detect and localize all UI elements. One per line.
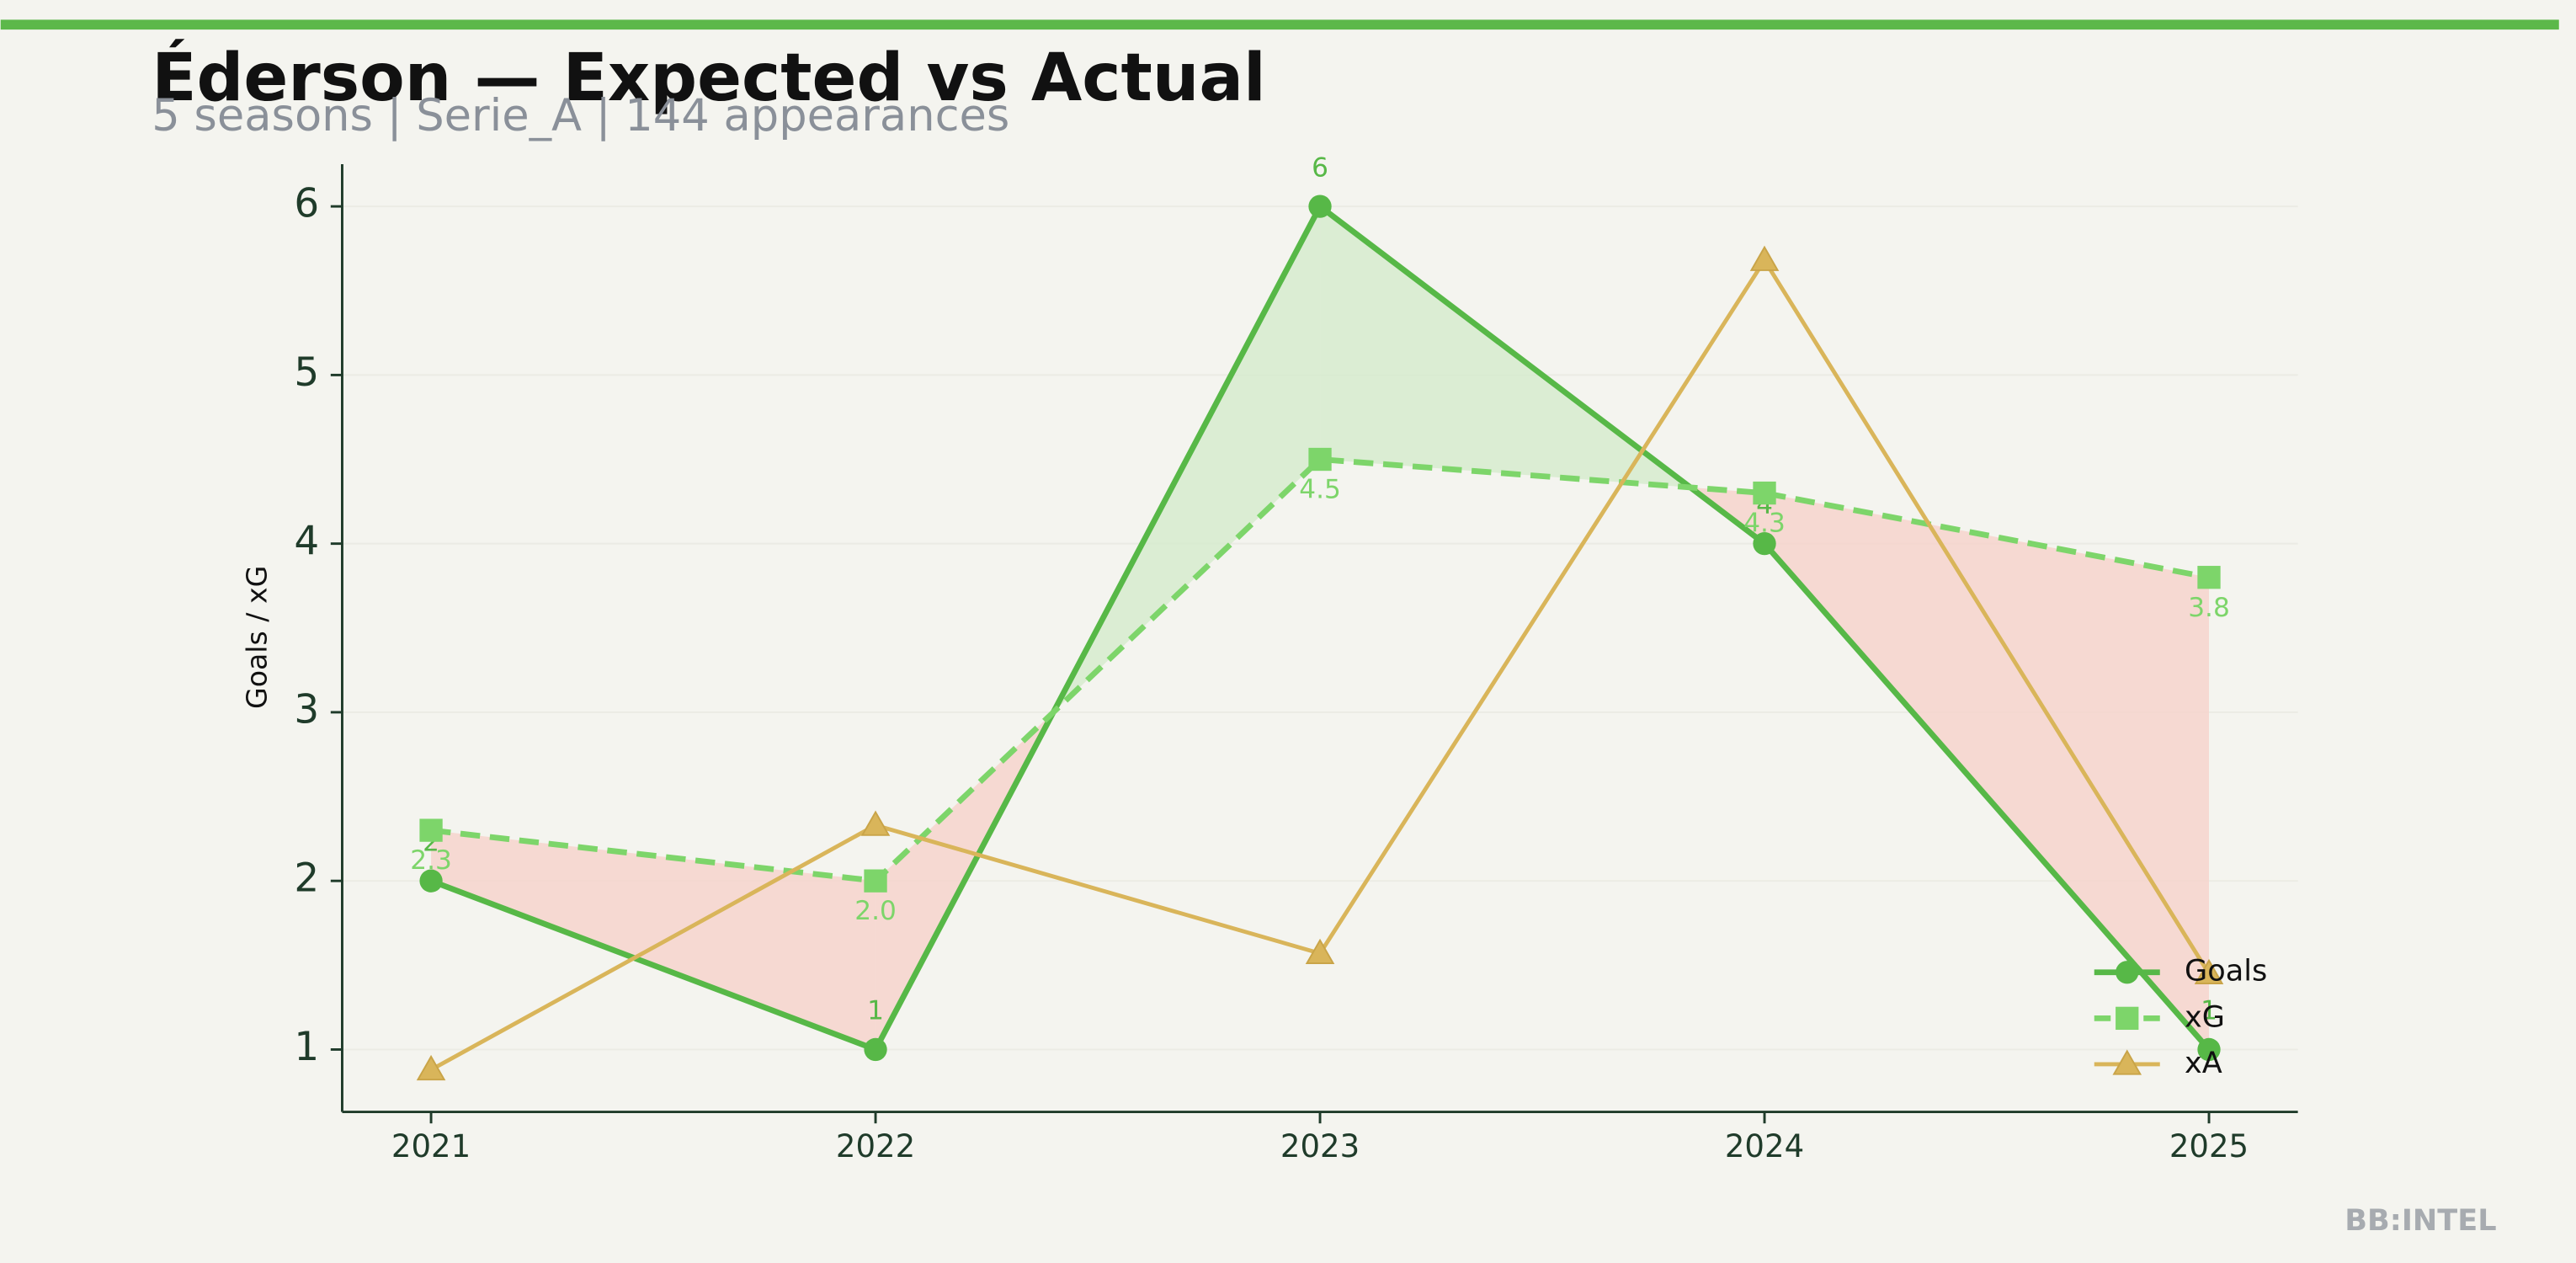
legend-marker [2116, 1006, 2139, 1031]
point [2197, 566, 2221, 589]
point [864, 1037, 887, 1062]
y-tick-label: 2 [294, 856, 319, 902]
data-label: 4.3 [1743, 509, 1786, 539]
x-tick-label: 2023 [1280, 1128, 1360, 1164]
data-label: 6 [1312, 152, 1328, 183]
point [1753, 481, 1776, 505]
top-bar [0, 19, 2559, 30]
point [1305, 938, 1335, 964]
y-tick-label: 1 [294, 1025, 319, 1070]
point [2194, 958, 2224, 985]
data-label: 2.0 [854, 896, 897, 926]
point [416, 1054, 446, 1081]
point [1308, 447, 1332, 472]
point [419, 818, 443, 842]
data-label: 1 [867, 996, 884, 1026]
x-tick-label: 2021 [391, 1128, 471, 1164]
legend-marker [2112, 1049, 2142, 1075]
point [864, 869, 887, 893]
difference-fill [1764, 493, 2210, 1050]
x-tick-label: 2022 [836, 1128, 915, 1164]
x-tick-label: 2025 [2169, 1128, 2249, 1164]
chart-title: Éderson — Expected vs Actual [152, 39, 1266, 116]
point [419, 869, 443, 893]
legend-label: xG [2185, 999, 2225, 1034]
y-tick-label: 6 [294, 182, 319, 227]
point [1308, 195, 1332, 218]
y-tick-label: 5 [294, 350, 319, 396]
y-tick-label: 3 [294, 687, 319, 733]
y-tick-label: 4 [294, 519, 319, 564]
legend-label: xA [2185, 1046, 2222, 1080]
point [1749, 245, 1780, 271]
data-label: 4.5 [1299, 475, 1341, 505]
y-axis-label: Goals / xG [240, 566, 273, 709]
point [2197, 1037, 2221, 1062]
data-label: 1 [2201, 996, 2217, 1026]
legend-label: Goals [2185, 954, 2267, 989]
legend-marker [2116, 961, 2139, 984]
data-label: 3.8 [2188, 593, 2230, 623]
watermark: BB:INTEL [2344, 1203, 2496, 1238]
x-tick-label: 2024 [1725, 1128, 1804, 1164]
point [1753, 532, 1776, 556]
data-label: 2.3 [410, 845, 452, 876]
point [860, 810, 891, 836]
series-line [430, 456, 2210, 884]
chart-subtitle: 5 seasons | Serie_A | 144 appearances [152, 90, 1009, 141]
